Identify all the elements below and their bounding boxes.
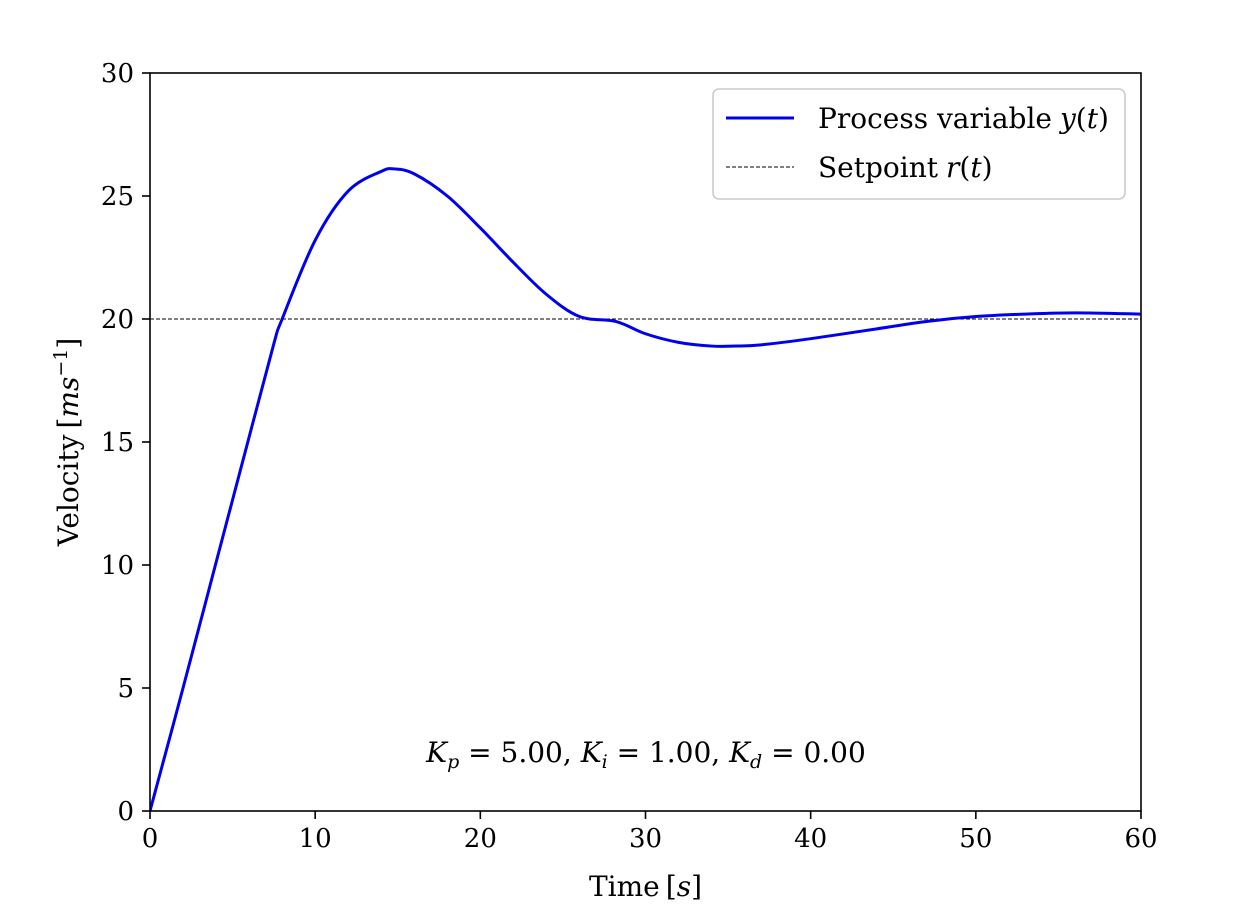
y-axis-unit: ms <box>52 377 85 418</box>
legend-box <box>712 88 1126 200</box>
x-tick-label: 60 <box>1124 824 1157 854</box>
x-tick-label: 30 <box>629 824 662 854</box>
x-axis-label-text: Time <box>589 870 660 903</box>
x-tick-label: 20 <box>464 824 497 854</box>
y-tick-label: 30 <box>101 59 134 89</box>
legend-entry-process-variable: Process variable y(t) <box>818 102 1109 135</box>
y-tick-label: 0 <box>117 797 134 827</box>
legend-entry-setpoint: Setpoint r(t) <box>818 151 993 184</box>
y-axis-unit-exponent: −1 <box>50 349 72 377</box>
legend: Process variable y(t) Setpoint r(t) <box>712 88 1126 200</box>
y-tick-label: 25 <box>101 182 134 212</box>
ticks-group: 0 10 20 30 40 50 60 0 5 10 15 20 25 30 <box>101 59 1158 854</box>
y-tick-label: 10 <box>101 551 134 581</box>
series-group <box>150 167 1141 811</box>
x-tick-label: 10 <box>299 824 332 854</box>
x-axis-unit: s <box>677 870 691 903</box>
y-axis-label-text: Velocity <box>52 434 85 547</box>
x-tick-label: 40 <box>794 824 827 854</box>
y-tick-label: 20 <box>101 305 134 335</box>
gains-annotation: Kp = 5.00, Ki = 1.00, Kd = 0.00 <box>425 736 866 773</box>
x-tick-label: 0 <box>142 824 159 854</box>
x-tick-label: 50 <box>959 824 992 854</box>
x-axis-label: Time [s] <box>589 870 702 903</box>
y-tick-label: 15 <box>101 428 134 458</box>
y-tick-label: 5 <box>117 674 134 704</box>
y-axis-label: Velocity[ms−1] <box>50 338 85 548</box>
series-process-variable-line <box>150 167 1141 811</box>
